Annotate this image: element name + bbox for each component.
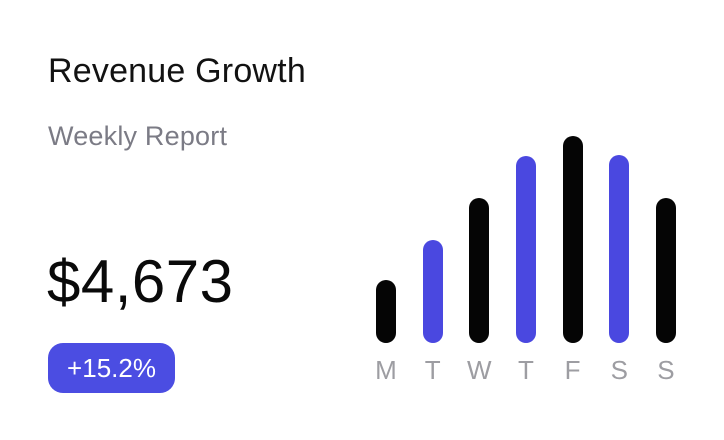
revenue-value: $4,673: [47, 248, 234, 315]
page-title: Revenue Growth: [48, 52, 306, 90]
bar-s-6: [655, 198, 676, 343]
chart-bars: [376, 136, 676, 343]
x-label-0: M: [375, 355, 397, 385]
bar-t-3: [515, 156, 536, 343]
bar-s-5: [609, 155, 630, 343]
x-label-5: S: [610, 355, 628, 385]
x-label-6: S: [657, 355, 675, 385]
bar-f-4: [562, 136, 583, 343]
x-label-3: T: [518, 355, 534, 385]
x-label-1: T: [424, 355, 441, 385]
bar-m-0: [376, 280, 396, 343]
x-label-4: F: [564, 355, 581, 385]
x-label-2: W: [467, 355, 492, 385]
bar-t-1: [422, 240, 443, 343]
growth-badge: +15.2%: [48, 343, 175, 393]
bar-w-2: [469, 198, 490, 343]
report-subtitle: Weekly Report: [48, 121, 228, 151]
